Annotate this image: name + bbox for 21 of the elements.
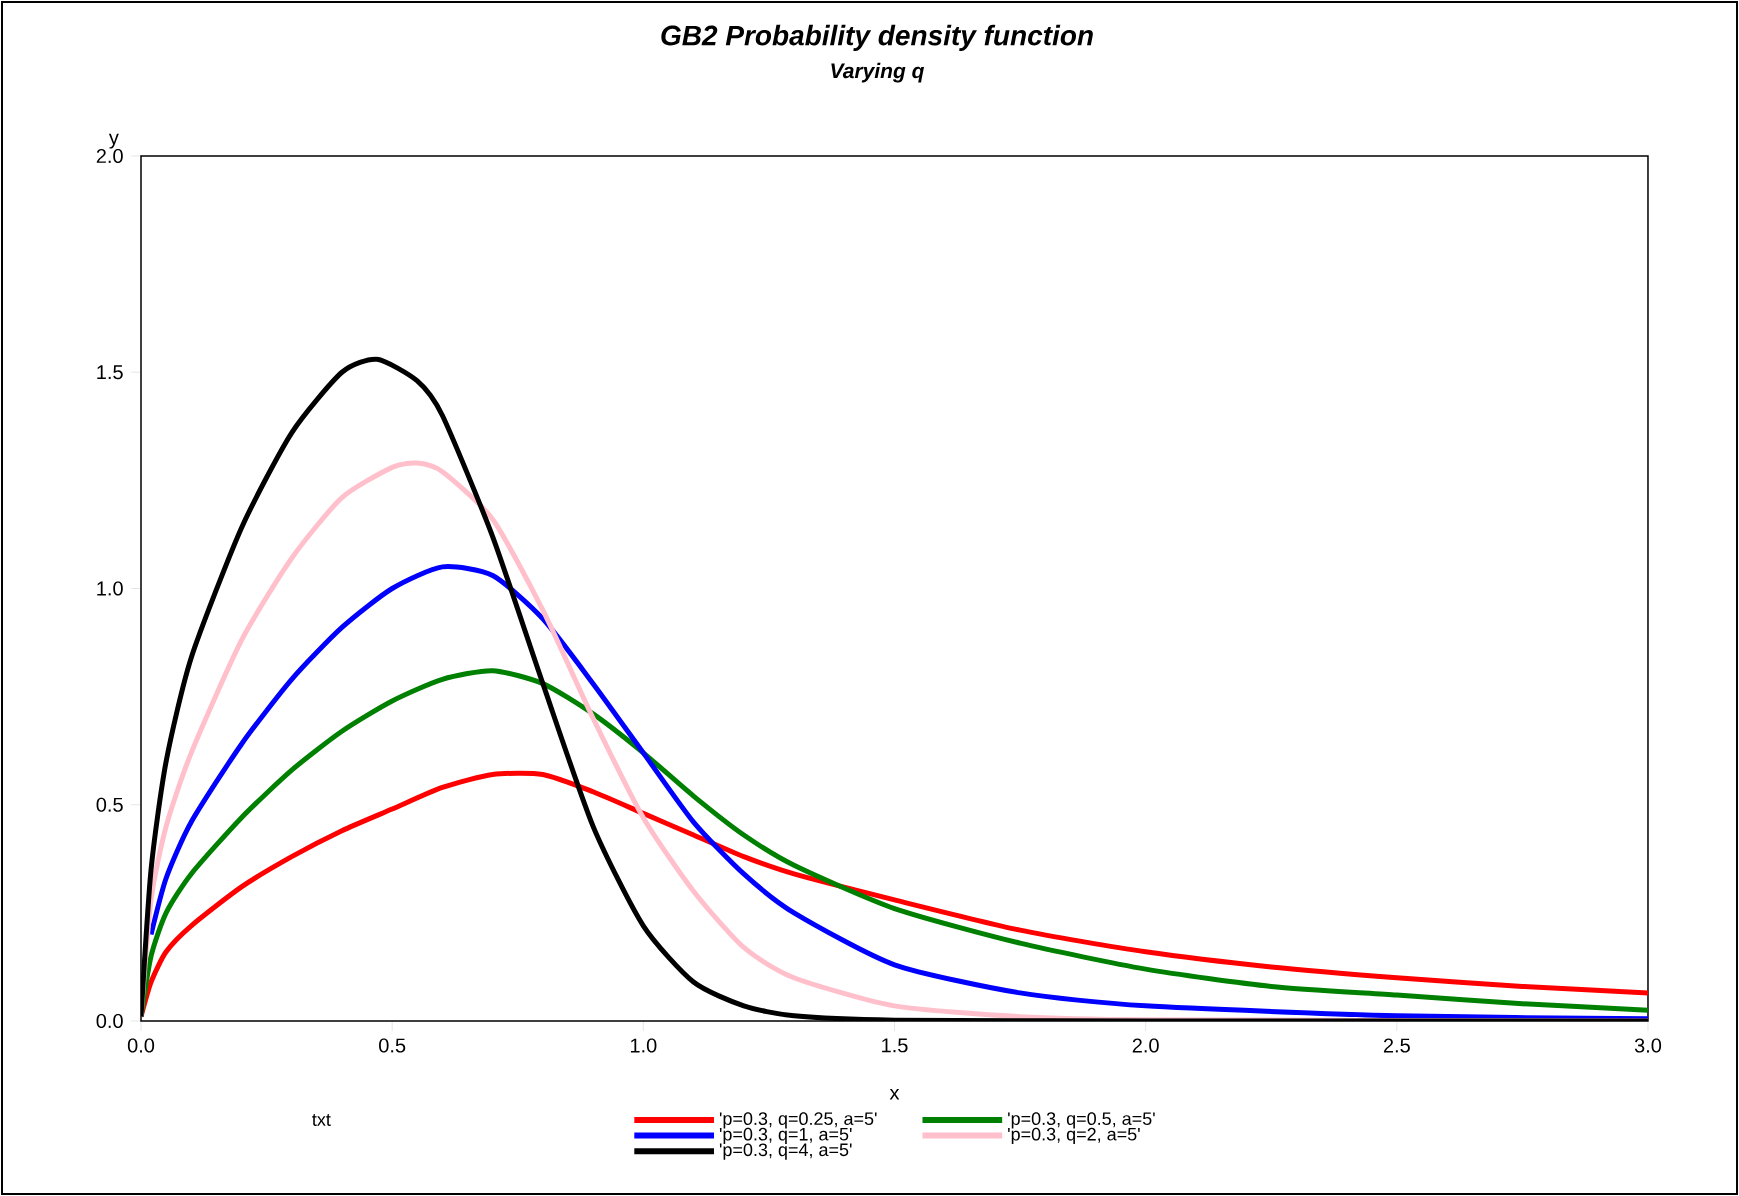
y-tick-label: 0.0 xyxy=(96,1013,123,1029)
y-tick-label: 2.0 xyxy=(96,148,123,164)
legend-label: 'p=0.3, q=0.5, a=5' xyxy=(1008,1112,1155,1129)
x-tick-label: 2.5 xyxy=(1383,1038,1410,1053)
chart-title: GB2 Probability density function xyxy=(661,24,1093,51)
x-tick-label: 0.0 xyxy=(127,1038,155,1053)
legend-label: 'p=0.3, q=2, a=5' xyxy=(1008,1127,1140,1145)
y-tick-label: 1.0 xyxy=(97,581,123,596)
x-tick-label: 3.0 xyxy=(1634,1038,1662,1053)
legend-label: 'p=0.3, q=4, a=5' xyxy=(719,1143,852,1160)
y-tick-label: 0.5 xyxy=(96,797,123,812)
x-tick-label: 0.5 xyxy=(379,1038,406,1053)
legend-label: 'p=0.3, q=0.25, a=5' xyxy=(719,1112,877,1129)
y-tick-label: 1.5 xyxy=(97,365,123,380)
y-axis-title: y xyxy=(108,133,119,149)
legend-title: txt xyxy=(312,1114,331,1126)
chart-subtitle: Varying q xyxy=(831,62,925,83)
x-tick-label: 2.0 xyxy=(1132,1038,1159,1053)
x-tick-label: 1.5 xyxy=(882,1038,908,1053)
x-axis-title: x xyxy=(889,1088,900,1100)
x-tick-label: 1.0 xyxy=(630,1038,657,1053)
